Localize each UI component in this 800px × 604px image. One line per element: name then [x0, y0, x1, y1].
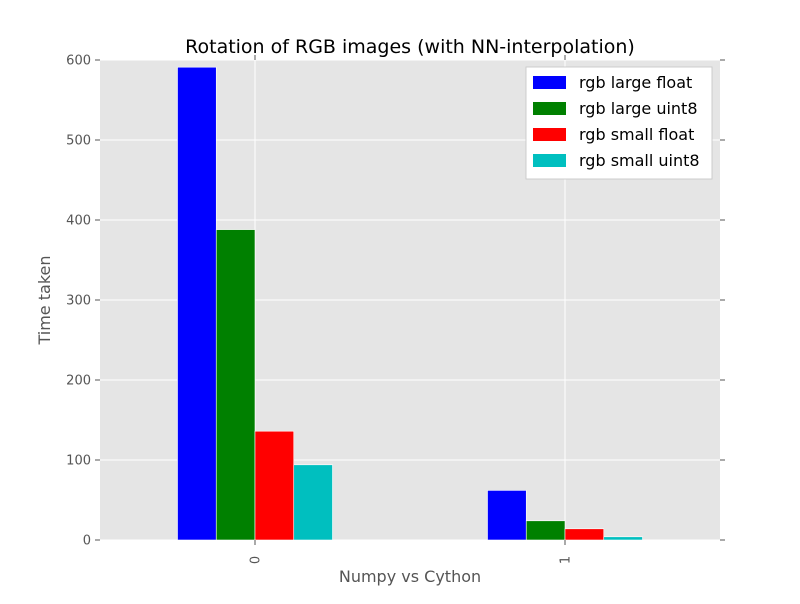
- y-tick-label: 400: [66, 214, 91, 229]
- bar: [293, 464, 333, 541]
- legend-swatch: [533, 76, 566, 89]
- y-tick-label: 300: [66, 294, 91, 309]
- y-tick-label: 500: [66, 134, 91, 149]
- y-tick-label: 100: [66, 454, 91, 469]
- bar: [177, 66, 217, 541]
- y-tick-label: 0: [83, 534, 91, 549]
- y-tick-label: 600: [66, 54, 91, 69]
- axes: 0 100 200 300 400 500 600 0 1: [66, 54, 725, 564]
- x-axis-label: Numpy vs Cython: [339, 567, 481, 586]
- bars: [177, 66, 643, 541]
- bar: [254, 430, 295, 541]
- bar: [487, 490, 527, 541]
- legend: rgb large float rgb large uint8 rgb small …: [525, 66, 713, 180]
- bar: [603, 536, 643, 541]
- bar: [215, 229, 256, 541]
- legend-swatch: [533, 102, 566, 115]
- x-tick-label: 0: [249, 556, 264, 564]
- bar: [525, 520, 566, 541]
- legend-label: rgb large float: [579, 73, 692, 92]
- legend-label: rgb small uint8: [579, 151, 700, 170]
- y-tick-label: 200: [66, 374, 91, 389]
- legend-swatch: [533, 154, 566, 167]
- legend-label: rgb large uint8: [579, 99, 698, 118]
- chart-title: Rotation of RGB images (with NN-interpol…: [185, 36, 635, 58]
- x-tick-label: 1: [559, 556, 574, 564]
- bar: [564, 528, 605, 541]
- legend-label: rgb small float: [579, 125, 694, 144]
- legend-swatch: [533, 128, 566, 141]
- y-axis-label: Time taken: [35, 256, 54, 346]
